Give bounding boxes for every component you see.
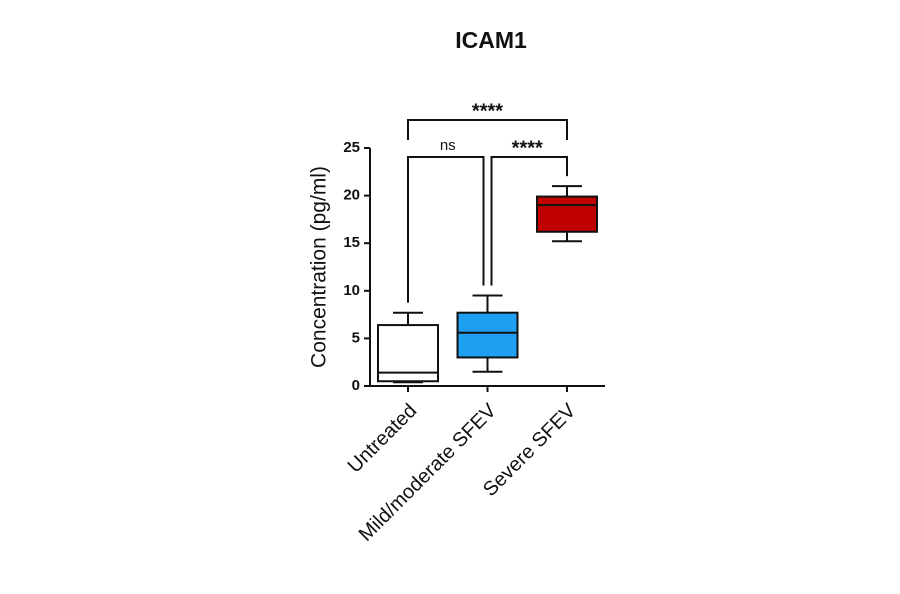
significance-bracket bbox=[407, 156, 485, 303]
y-tick-label: 20 bbox=[343, 187, 360, 204]
x-tick-label: Untreated bbox=[344, 400, 422, 478]
chart-title: ICAM1 bbox=[455, 27, 527, 53]
y-tick-label: 0 bbox=[352, 377, 360, 394]
y-tick-label: 15 bbox=[343, 234, 360, 251]
significance-label: **** bbox=[472, 100, 503, 122]
box bbox=[536, 195, 598, 233]
box bbox=[456, 311, 519, 359]
y-tick-label: 5 bbox=[352, 329, 360, 346]
y-axis-label: Concentration (pg/ml) bbox=[308, 166, 331, 368]
significance-label: **** bbox=[512, 137, 543, 159]
significance-label: ns bbox=[440, 137, 456, 154]
y-tick-label: 25 bbox=[343, 139, 360, 156]
x-tick-label: Mild/moderate SFEV bbox=[355, 399, 501, 545]
significance-bracket bbox=[490, 156, 568, 286]
y-tick-label: 10 bbox=[343, 282, 360, 299]
significance-bracket bbox=[407, 119, 568, 140]
